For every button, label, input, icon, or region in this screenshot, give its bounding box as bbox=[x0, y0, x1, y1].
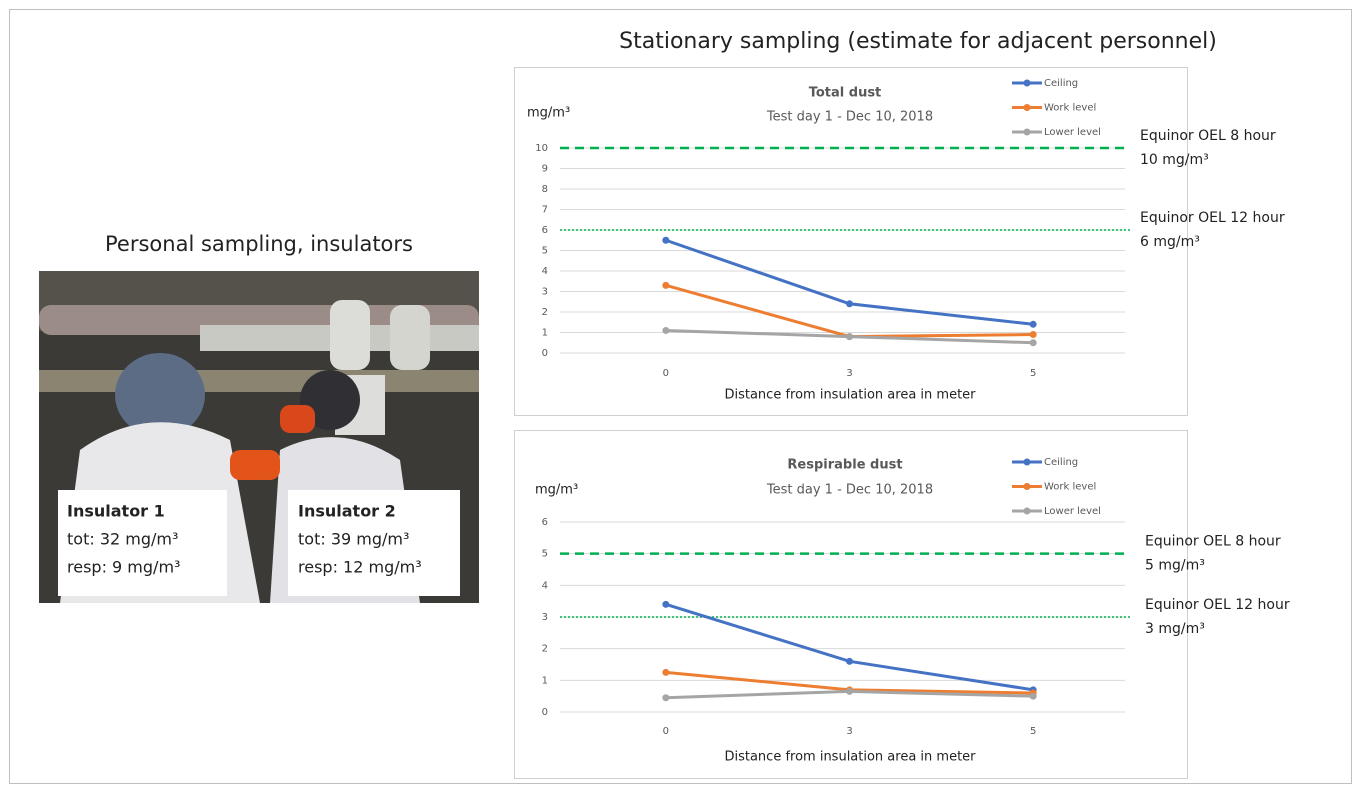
x-axis-label: Distance from insulation area in meter bbox=[724, 750, 976, 765]
page-title: Stationary sampling (estimate for adjace… bbox=[619, 29, 1217, 54]
x-tick-label: 5 bbox=[1030, 368, 1036, 379]
y-tick-label: 4 bbox=[542, 266, 548, 277]
y-tick-label: 4 bbox=[542, 580, 548, 591]
reference-label: Equinor OEL 8 hour bbox=[1140, 128, 1276, 144]
data-point bbox=[662, 669, 669, 676]
data-point bbox=[662, 282, 669, 289]
page: {"header": {"title": "Stationary samplin… bbox=[0, 0, 1361, 793]
y-axis-label: mg/m³ bbox=[535, 483, 578, 498]
legend-label: Lower level bbox=[1044, 127, 1101, 138]
reference-sublabel: 5 mg/m³ bbox=[1145, 558, 1205, 574]
y-tick-label: 1 bbox=[542, 328, 548, 339]
x-tick-label: 3 bbox=[846, 368, 852, 379]
y-tick-label: 6 bbox=[542, 517, 548, 528]
chart-title: Total dust bbox=[809, 86, 882, 101]
legend-label: Lower level bbox=[1044, 506, 1101, 517]
x-tick-label: 0 bbox=[663, 368, 669, 379]
reference-sublabel: 3 mg/m³ bbox=[1145, 621, 1205, 637]
y-tick-label: 8 bbox=[542, 184, 548, 195]
data-point bbox=[1030, 321, 1037, 328]
y-tick-label: 5 bbox=[542, 549, 548, 560]
reference-label: Equinor OEL 12 hour bbox=[1140, 210, 1285, 226]
y-tick-label: 3 bbox=[542, 612, 548, 623]
y-axis-label: mg/m³ bbox=[527, 106, 570, 121]
reference-label: Equinor OEL 8 hour bbox=[1145, 534, 1281, 550]
x-tick-label: 0 bbox=[663, 726, 669, 737]
insulator-resp: resp: 12 mg/m³ bbox=[298, 558, 422, 577]
legend-swatch bbox=[1024, 129, 1031, 136]
x-tick-label: 5 bbox=[1030, 726, 1036, 737]
x-axis-label: Distance from insulation area in meter bbox=[724, 388, 976, 403]
data-point bbox=[1030, 693, 1037, 700]
y-tick-label: 1 bbox=[542, 675, 548, 686]
insulator-tot: tot: 32 mg/m³ bbox=[67, 530, 178, 549]
y-tick-label: 7 bbox=[542, 205, 548, 216]
data-point bbox=[662, 601, 669, 608]
y-tick-label: 6 bbox=[542, 225, 548, 236]
chart-subtitle: Test day 1 - Dec 10, 2018 bbox=[766, 483, 933, 498]
data-point bbox=[846, 333, 853, 340]
data-point bbox=[662, 327, 669, 334]
data-point bbox=[846, 658, 853, 665]
legend-label: Work level bbox=[1044, 103, 1096, 114]
data-point bbox=[1030, 339, 1037, 346]
data-point bbox=[846, 300, 853, 307]
y-tick-label: 9 bbox=[542, 164, 548, 175]
personal-title: Personal sampling, insulators bbox=[105, 232, 413, 256]
slide: Stationary sampling (estimate for adjace… bbox=[0, 0, 1361, 793]
y-tick-label: 0 bbox=[542, 348, 548, 359]
y-tick-label: 2 bbox=[542, 644, 548, 655]
y-tick-label: 10 bbox=[535, 143, 548, 154]
legend-swatch bbox=[1024, 459, 1031, 466]
insulator-name: Insulator 2 bbox=[298, 502, 396, 521]
legend-swatch bbox=[1024, 508, 1031, 515]
insulator-tot: tot: 39 mg/m³ bbox=[298, 530, 409, 549]
y-tick-label: 3 bbox=[542, 287, 548, 298]
y-tick-label: 5 bbox=[542, 246, 548, 257]
chart-title: Respirable dust bbox=[787, 458, 902, 473]
legend-swatch bbox=[1024, 483, 1031, 490]
reference-sublabel: 6 mg/m³ bbox=[1140, 234, 1200, 250]
x-tick-label: 3 bbox=[846, 726, 852, 737]
reference-label: Equinor OEL 12 hour bbox=[1145, 597, 1290, 613]
data-point bbox=[662, 237, 669, 244]
y-tick-label: 0 bbox=[542, 707, 548, 718]
data-point bbox=[662, 694, 669, 701]
data-point bbox=[846, 688, 853, 695]
insulator-name: Insulator 1 bbox=[67, 502, 165, 521]
reference-sublabel: 10 mg/m³ bbox=[1140, 152, 1209, 168]
insulator-resp: resp: 9 mg/m³ bbox=[67, 558, 180, 577]
legend-swatch bbox=[1024, 104, 1031, 111]
legend-label: Ceiling bbox=[1044, 78, 1078, 89]
legend-label: Work level bbox=[1044, 482, 1096, 493]
chart-subtitle: Test day 1 - Dec 10, 2018 bbox=[766, 110, 933, 125]
data-point bbox=[1030, 331, 1037, 338]
legend-swatch bbox=[1024, 80, 1031, 87]
y-tick-label: 2 bbox=[542, 307, 548, 318]
legend-label: Ceiling bbox=[1044, 457, 1078, 468]
